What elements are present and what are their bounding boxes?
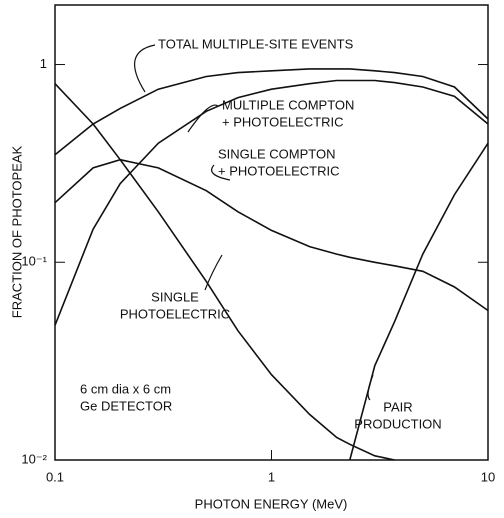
curve (54, 158, 489, 312)
annotation: + PHOTOELECTRIC (222, 114, 343, 129)
x-tick-label: 10 (481, 469, 495, 484)
x-tick-label: 0.1 (46, 469, 64, 484)
x-tick-label: 1 (268, 469, 275, 484)
annotation: 6 cm dia x 6 cm (80, 381, 171, 396)
annotation: MULTIPLE COMPTON (222, 97, 354, 112)
annotation: SINGLE COMPTON (218, 146, 336, 161)
annotation: PRODUCTION (354, 416, 441, 431)
y-tick-label: 1 (40, 56, 47, 71)
y-tick-label: 10⁻¹ (21, 254, 47, 269)
annotation: Ge DETECTOR (80, 398, 172, 413)
annotation: PAIR (383, 399, 412, 414)
y-axis-label: FRACTION OF PHOTOPEAK (9, 145, 24, 318)
curve (349, 142, 489, 461)
curve (54, 79, 489, 326)
leader-line (211, 164, 231, 181)
annotation: + PHOTOELECTRIC (218, 163, 339, 178)
leader-line (134, 44, 156, 93)
annotation: PHOTOELECTRIC (120, 306, 230, 321)
y-tick-label: 10⁻² (21, 451, 47, 466)
annotation: TOTAL MULTIPLE-SITE EVENTS (158, 36, 354, 51)
leader-line (204, 254, 223, 291)
x-axis-label: PHOTON ENERGY (MeV) (195, 496, 348, 511)
leader-line (367, 374, 374, 401)
annotation: SINGLE (151, 289, 199, 304)
leader-line (187, 104, 219, 133)
curve (54, 68, 489, 156)
